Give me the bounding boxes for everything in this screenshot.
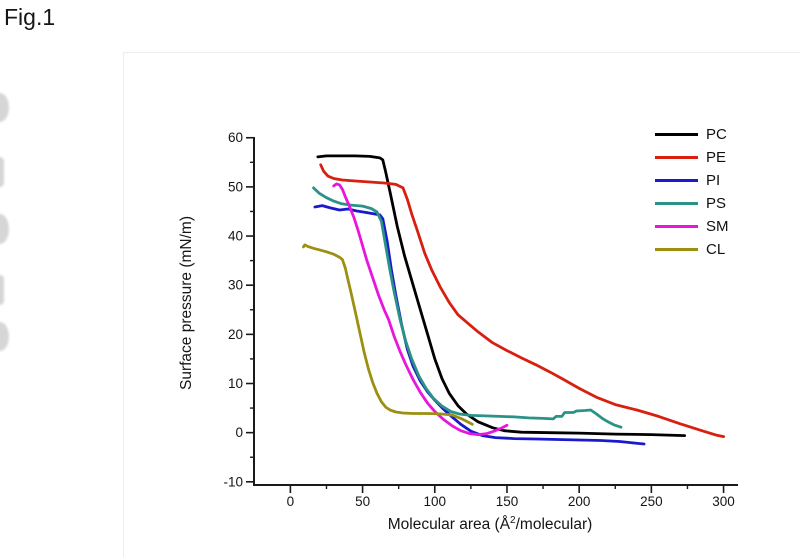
y-tick-label: 10	[228, 376, 243, 391]
figure-image	[123, 52, 800, 557]
clipped-bar-mark	[0, 157, 4, 187]
clipped-circle-mark	[0, 93, 9, 122]
legend-item-PI: PI	[655, 169, 729, 192]
legend-line-swatch	[655, 179, 698, 182]
legend-label: SM	[706, 218, 729, 235]
chart-legend: PC PE PI PS SM CL	[655, 123, 729, 261]
y-tick-label: 0	[235, 425, 243, 440]
legend-line-swatch	[655, 248, 698, 251]
y-tick-label: 40	[228, 229, 243, 244]
x-axis-title-unit: /molecular)	[515, 516, 593, 534]
legend-item-CL: CL	[655, 238, 729, 261]
x-tick-label: 100	[424, 494, 447, 509]
legend-item-PE: PE	[655, 146, 729, 169]
series-curve-PI	[313, 204, 646, 446]
y-tick-label: 50	[228, 179, 243, 194]
legend-line-swatch	[655, 225, 698, 228]
x-tick-label: 50	[355, 494, 370, 509]
x-axis-title-superscript: 2	[510, 515, 516, 526]
series-curve-SM	[332, 182, 509, 437]
figure-caption: Fig.1	[4, 4, 56, 30]
series-curve-PS	[312, 186, 623, 429]
series-curve-CL	[301, 243, 474, 426]
x-axis-title: Molecular area (Å2/molecular)	[388, 515, 593, 534]
x-axis-title-text: Molecular area (Å	[387, 516, 511, 534]
legend-line-swatch	[655, 202, 698, 205]
y-tick-label: -10	[223, 474, 243, 489]
x-tick-label: 150	[496, 494, 519, 509]
y-axis-title: Surface pressure (mN/m)	[178, 216, 195, 390]
legend-label: PI	[706, 172, 721, 189]
legend-label: PC	[706, 126, 727, 143]
legend-label: PE	[706, 149, 727, 166]
legend-line-swatch	[655, 133, 698, 136]
x-tick-label: 300	[712, 494, 735, 509]
y-tick-label: 30	[228, 278, 243, 293]
series-curve-PE	[319, 163, 725, 439]
clipped-circle-mark	[0, 322, 9, 351]
legend-item-PS: PS	[655, 192, 729, 215]
legend-item-PC: PC	[655, 123, 729, 146]
x-tick-label: 200	[568, 494, 591, 509]
series-curve-PC	[316, 154, 686, 438]
x-tick-label: 0	[287, 494, 295, 509]
x-tick-label: 250	[640, 494, 663, 509]
clipped-bar-mark	[0, 275, 4, 305]
legend-label: CL	[706, 241, 726, 258]
legend-line-swatch	[655, 156, 698, 159]
y-tick-label: 60	[228, 130, 243, 145]
y-tick-label: 20	[228, 327, 243, 342]
clipped-circle-mark	[0, 214, 9, 244]
legend-item-SM: SM	[655, 215, 729, 238]
legend-label: PS	[706, 195, 727, 212]
